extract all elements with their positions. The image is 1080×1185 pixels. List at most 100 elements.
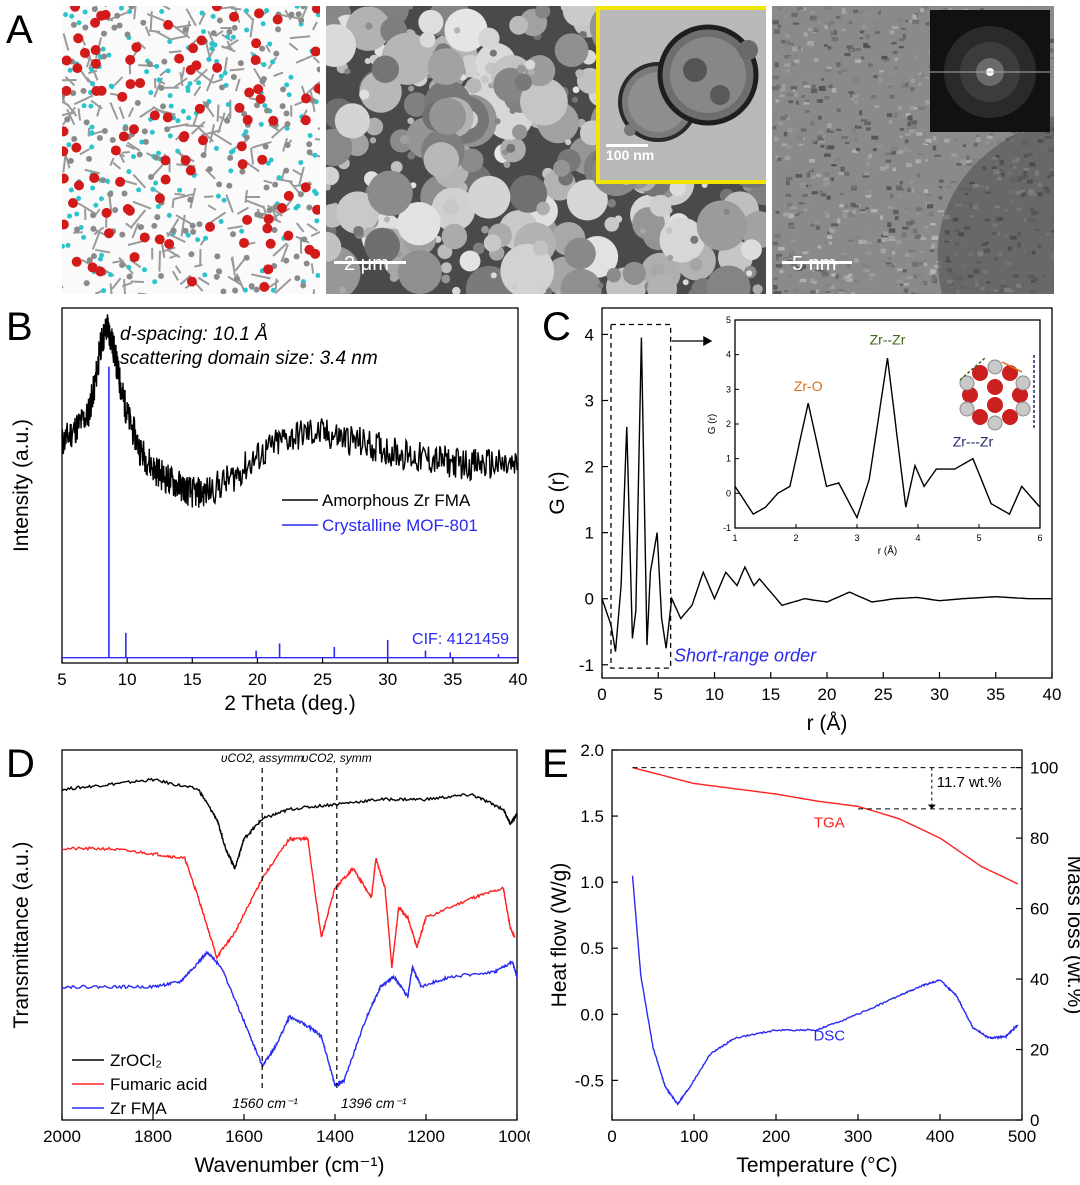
grain	[791, 117, 796, 121]
grain	[875, 9, 880, 14]
grain	[925, 193, 932, 197]
atom-c	[200, 152, 207, 159]
annotation-domain-size: scattering domain size: 3.4 nm	[120, 348, 378, 369]
chart-b-xrd: 5 10 15 20 25 30 35 40 2 Theta (deg.) Intensity (…	[10, 307, 527, 715]
atom-c	[85, 155, 92, 162]
atom-o	[185, 84, 191, 90]
grain	[947, 204, 953, 210]
grain	[812, 280, 817, 284]
grain	[810, 158, 816, 163]
grain	[1031, 276, 1039, 282]
grain	[793, 59, 800, 64]
grain	[841, 136, 849, 139]
grain	[810, 290, 816, 294]
atom-c	[309, 97, 316, 104]
atom-c	[146, 61, 153, 68]
atom-o	[76, 195, 82, 201]
atom-o	[180, 108, 186, 114]
particle	[452, 286, 461, 294]
grain	[809, 15, 817, 21]
grain	[803, 32, 808, 37]
grain	[894, 66, 898, 70]
bond	[234, 78, 241, 92]
particle	[502, 149, 509, 156]
grain	[839, 192, 844, 196]
grain	[1015, 176, 1020, 181]
atom-zr	[67, 197, 78, 208]
particle	[365, 22, 373, 30]
cluster-atom-o	[972, 365, 988, 381]
grain	[772, 241, 779, 246]
atom-c	[303, 260, 310, 267]
grain	[879, 220, 885, 224]
grain	[804, 110, 810, 113]
grain	[891, 41, 897, 45]
grain	[787, 202, 793, 207]
grain	[829, 212, 837, 218]
particle	[571, 96, 579, 103]
grain	[1040, 146, 1046, 150]
grain	[884, 237, 889, 242]
grain	[969, 203, 974, 209]
legend-label-amorphous: Amorphous Zr FMA	[322, 491, 471, 510]
inset-y-tick-label: 1	[726, 454, 731, 464]
grain	[865, 34, 871, 40]
grain	[897, 18, 904, 23]
bond	[236, 206, 250, 215]
grain	[827, 46, 832, 51]
grain	[915, 273, 923, 277]
grain	[947, 268, 953, 273]
atom-o	[258, 121, 264, 127]
atom-c	[101, 128, 108, 135]
atom-o	[177, 187, 183, 193]
particle	[494, 118, 501, 125]
atom-zr	[128, 124, 139, 135]
bond	[214, 30, 224, 38]
grain	[787, 128, 793, 133]
grain	[822, 135, 826, 138]
bond	[167, 123, 189, 130]
grain	[826, 123, 832, 129]
atom-c	[271, 226, 278, 233]
cluster-atom-o	[962, 387, 978, 403]
particle	[418, 9, 444, 35]
grain	[799, 278, 807, 283]
legend-label: Fumaric acid	[110, 1075, 207, 1094]
grain	[864, 172, 869, 177]
grain	[847, 239, 854, 242]
grain	[830, 177, 834, 182]
grain	[814, 269, 822, 272]
bond	[173, 193, 194, 201]
bond	[127, 107, 135, 118]
atom-o	[144, 69, 150, 75]
x-tick-label: 500	[1008, 1127, 1036, 1146]
grain	[831, 223, 839, 227]
grain	[855, 236, 862, 239]
grain	[1050, 38, 1054, 43]
grain	[971, 204, 979, 210]
atom-zr	[283, 190, 294, 201]
particle	[440, 262, 452, 274]
grain	[810, 278, 815, 284]
grain	[889, 30, 895, 35]
grain	[786, 40, 791, 46]
atom-c	[280, 86, 287, 93]
grain	[953, 251, 958, 257]
particle	[489, 49, 497, 57]
sem-scale-label: 2 μm	[344, 253, 389, 275]
grain	[1029, 207, 1036, 211]
grain	[844, 171, 850, 176]
grain	[825, 213, 830, 218]
grain	[777, 152, 784, 155]
grain	[1022, 140, 1029, 145]
bond	[180, 66, 186, 79]
particle	[407, 117, 415, 125]
bond	[288, 42, 299, 51]
atom-zr	[236, 141, 247, 152]
grain	[986, 281, 991, 284]
atom-c	[243, 254, 250, 261]
atom-zr	[191, 60, 202, 71]
y-axis-title-right: Mass loss (wt.%)	[1063, 856, 1080, 1015]
grain	[944, 230, 950, 235]
bond	[169, 253, 179, 260]
